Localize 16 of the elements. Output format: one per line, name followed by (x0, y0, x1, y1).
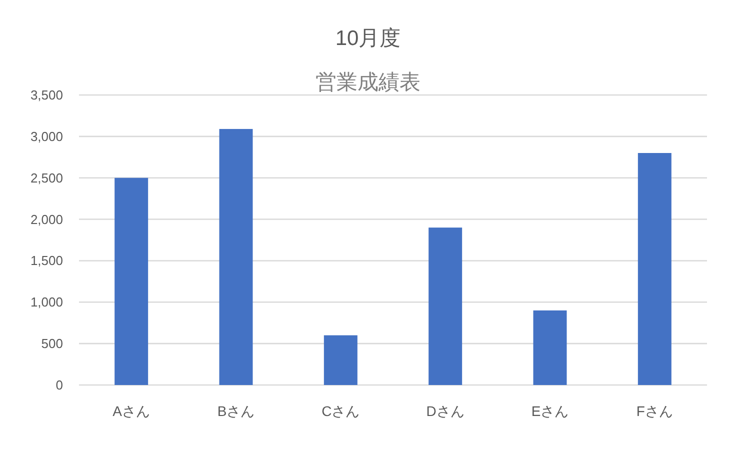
ytick-label: 500 (41, 336, 63, 352)
ytick-label: 1,000 (30, 294, 63, 310)
xtick-label: Cさん (322, 403, 360, 419)
ytick-label: 2,500 (30, 170, 63, 186)
title: 10月度 (335, 27, 401, 50)
xtick-label: Fさん (636, 403, 673, 419)
xtick-label: Eさん (531, 403, 569, 419)
ytick-label: 2,000 (30, 212, 63, 227)
xtick-label: Bさん (217, 403, 255, 419)
ytick-label: 3,000 (30, 128, 63, 144)
subtitle: 営業成績表 (316, 71, 420, 94)
ytick-label: 3,500 (30, 88, 63, 102)
xtick-label: Dさん (426, 403, 464, 419)
ytick-label: 1,500 (30, 253, 63, 268)
ytick-label: 0 (56, 378, 63, 392)
xtick-label: Aさん (112, 403, 150, 419)
